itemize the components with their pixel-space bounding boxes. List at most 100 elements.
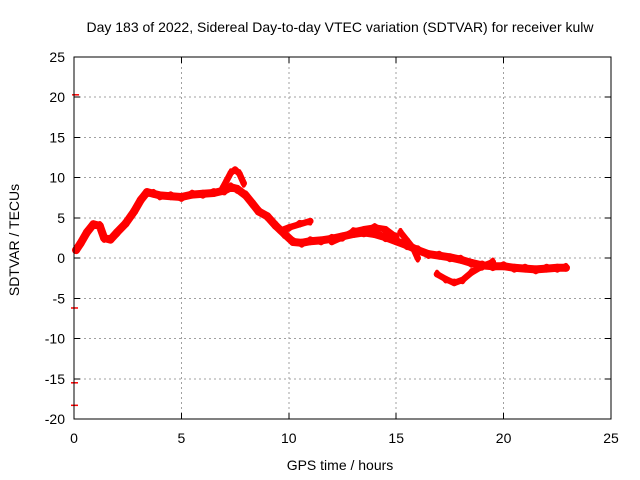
data-point (209, 189, 218, 197)
data-point (350, 228, 357, 235)
chart-title: Day 183 of 2022, Sidereal Day-to-day VTE… (86, 19, 594, 35)
data-point (136, 196, 145, 205)
y-axis-label: SDTVAR / TECUs (6, 184, 22, 296)
data-point (459, 276, 466, 283)
data-point (76, 239, 85, 248)
data-point (188, 190, 197, 199)
series-0 (72, 182, 570, 275)
data-point (143, 188, 151, 197)
data-point (198, 189, 207, 198)
x-tick-label: 25 (603, 430, 619, 446)
data-point (285, 224, 292, 231)
x-tick-label: 0 (70, 430, 78, 446)
x-axis-label: GPS time / hours (287, 457, 394, 473)
y-tick-label: -20 (45, 411, 65, 427)
data-point (155, 191, 164, 200)
data-point (397, 229, 404, 236)
data-point (254, 207, 263, 216)
data-point (561, 263, 570, 272)
data-point (113, 228, 121, 237)
data-point (100, 234, 109, 242)
data-point (339, 234, 346, 241)
data-series (72, 166, 570, 287)
data-point (240, 180, 247, 187)
series-4 (397, 227, 421, 263)
data-point (177, 193, 186, 201)
data-point (414, 254, 421, 262)
data-point (226, 183, 235, 192)
data-point (233, 184, 242, 193)
y-tick-label: 20 (49, 89, 65, 105)
data-point (451, 279, 458, 287)
plot-frame (73, 56, 612, 420)
y-tick-label: 15 (49, 129, 65, 145)
data-point (403, 237, 411, 244)
ticks: -20 -15 -10 -5 0 5 10 15 20 25 0 5 10 15 20 25 (45, 49, 619, 446)
data-point (289, 238, 298, 246)
data-point (521, 264, 530, 273)
data-point (468, 269, 475, 276)
data-point (410, 245, 417, 252)
series-1 (218, 166, 247, 193)
data-point (296, 221, 303, 228)
data-point (241, 191, 250, 200)
data-point (121, 219, 130, 228)
x-tick-label: 20 (496, 430, 512, 446)
data-point (219, 185, 226, 193)
data-point (381, 233, 390, 242)
data-point (82, 228, 91, 237)
data-point (424, 250, 433, 259)
y-tick-label: 0 (57, 250, 65, 266)
data-point (248, 199, 257, 208)
data-point (95, 221, 104, 230)
data-point (307, 217, 314, 225)
data-point (317, 236, 325, 245)
data-point (433, 271, 441, 278)
data-point (382, 226, 389, 233)
y-tick-label: -15 (45, 371, 65, 387)
data-point (478, 263, 486, 270)
data-point (166, 192, 175, 201)
y-tick-label: 25 (49, 49, 65, 65)
data-point (360, 226, 368, 233)
data-point (263, 212, 272, 221)
data-point (467, 258, 476, 267)
data-point (223, 177, 230, 185)
data-point (510, 263, 519, 272)
y-tick-label: -5 (53, 290, 66, 306)
series-line-jitter (278, 219, 313, 232)
series-3 (328, 223, 400, 246)
data-point (271, 221, 280, 230)
data-point (370, 230, 379, 238)
data-point (531, 265, 540, 274)
data-point (456, 255, 465, 264)
data-point (489, 258, 497, 266)
data-point (499, 262, 508, 271)
y-tick-label: 5 (57, 210, 65, 226)
data-point (89, 220, 98, 229)
data-point (149, 189, 158, 198)
data-point (231, 166, 239, 173)
series-line-jitter (398, 227, 420, 263)
x-tick-label: 15 (388, 430, 404, 446)
data-point (371, 224, 378, 231)
series-5 (433, 257, 497, 287)
data-point (553, 263, 562, 272)
y-tick-label: 10 (49, 170, 65, 186)
series-2 (277, 217, 314, 235)
data-point (542, 264, 551, 273)
data-point (297, 238, 306, 247)
data-point (236, 170, 243, 177)
x-tick-label: 5 (178, 430, 186, 446)
data-point (306, 237, 315, 246)
data-point (328, 238, 335, 246)
data-point (277, 227, 284, 234)
data-point (106, 235, 115, 244)
data-point (393, 234, 400, 241)
data-point (445, 253, 454, 262)
y-tick-label: -10 (45, 331, 65, 347)
data-point (435, 251, 444, 260)
data-point (130, 207, 139, 216)
series-line (72, 183, 570, 274)
